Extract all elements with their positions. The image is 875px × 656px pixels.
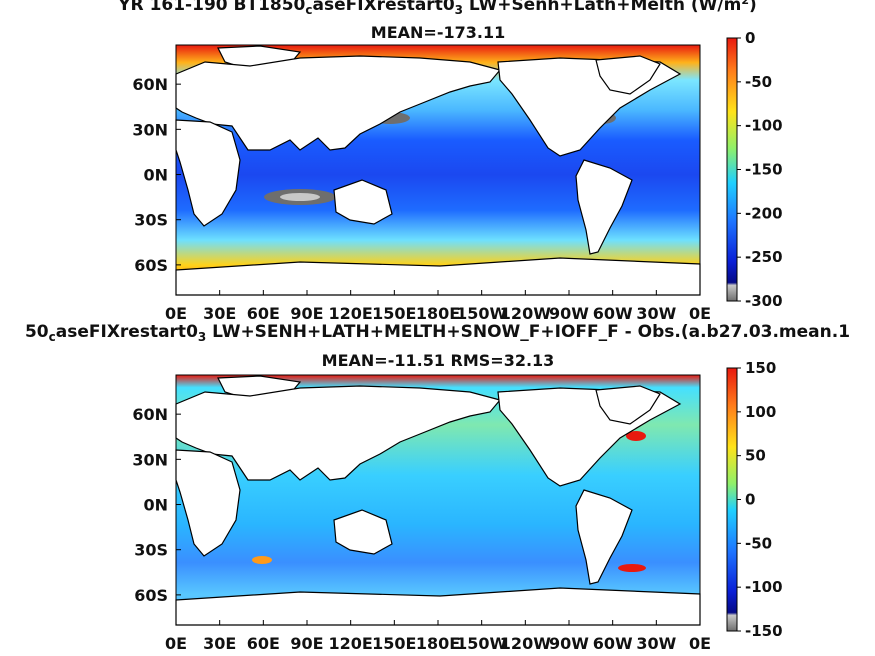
panel2-colorbar-bar xyxy=(726,367,738,632)
ytick-label: 30S xyxy=(134,211,168,230)
colorbar-label: 50 xyxy=(745,447,766,465)
ytick-label: 60S xyxy=(134,256,168,275)
panel1-map: 60N 30N 0N 30S 60S 0E 30E 60E 90E 120E 150E 180E15… xyxy=(132,44,711,323)
panel2-indian-anomaly xyxy=(252,556,272,564)
xtick-label: 120E xyxy=(329,304,373,323)
xtick-label: 150W xyxy=(456,634,507,653)
panel2-colorbar: 150 100 50 0 -50 -100 -150 xyxy=(726,359,783,640)
panel2-gulfstream-anomaly xyxy=(626,431,646,441)
ytick-label: 30S xyxy=(134,541,168,560)
xtick-label: 120E xyxy=(329,634,373,653)
colorbar-label: -100 xyxy=(745,578,783,596)
colorbar-label: -50 xyxy=(745,534,772,552)
panel1-mean: MEAN=-173.11 xyxy=(370,23,506,42)
xtick-label: 60E xyxy=(247,304,280,323)
panel2-mean: MEAN=-11.51 RMS=32.13 xyxy=(321,351,555,370)
xtick-label: 120W xyxy=(500,634,551,653)
colorbar-label: -200 xyxy=(745,204,783,222)
xtick-label: 60W xyxy=(593,634,633,653)
xtick-label: 90W xyxy=(549,304,589,323)
xtick-label: 150E xyxy=(372,304,416,323)
xtick-label: 30E xyxy=(203,304,236,323)
xtick-label: 150W xyxy=(456,304,507,323)
xtick-label: 0E xyxy=(165,304,187,323)
ytick-label: 30N xyxy=(132,450,168,469)
panel1-colorbar: 0 -50 -100 -150 -200 -250 -300 xyxy=(726,29,783,310)
xtick-label: 30W xyxy=(636,304,676,323)
xtick-label: 0E xyxy=(165,634,187,653)
xtick-label: 120W xyxy=(500,304,551,323)
colorbar-label: -100 xyxy=(745,117,783,135)
xtick-label: 150E xyxy=(372,634,416,653)
xtick-label: 30E xyxy=(203,634,236,653)
xtick-label: 180E xyxy=(416,634,460,653)
ytick-label: 60N xyxy=(132,405,168,424)
ytick-label: 60S xyxy=(134,586,168,605)
xtick-label: 30W xyxy=(636,634,676,653)
panel2-title: 50caseFIXrestart03 LW+SENH+LATH+MELTH+SN… xyxy=(24,322,851,344)
colorbar-label: 100 xyxy=(745,403,776,421)
ytick-label: 30N xyxy=(132,120,168,139)
panel1-title: YR 161-190 BT1850caseFIXrestart03 LW+Sen… xyxy=(118,0,757,17)
colorbar-label: -300 xyxy=(745,292,783,310)
xtick-label: 0E xyxy=(689,634,711,653)
xtick-label: 0E xyxy=(689,304,711,323)
xtick-label: 90W xyxy=(549,634,589,653)
colorbar-label: 0 xyxy=(745,491,755,509)
colorbar-label: 0 xyxy=(745,29,755,47)
panel2-south-atlantic-anomaly xyxy=(618,564,646,572)
xtick-label: 60W xyxy=(593,304,633,323)
colorbar-label: 150 xyxy=(745,359,776,377)
xtick-label: 90E xyxy=(290,304,323,323)
panel1-colorbar-bar xyxy=(726,37,738,302)
panel1-indian-minimum-core xyxy=(280,193,320,201)
ytick-label: 0N xyxy=(143,496,168,515)
ytick-label: 0N xyxy=(143,166,168,185)
xtick-label: 180E xyxy=(416,304,460,323)
colorbar-label: -150 xyxy=(745,161,783,179)
colorbar-label: -250 xyxy=(745,248,783,266)
ytick-label: 60N xyxy=(132,75,168,94)
xtick-label: 90E xyxy=(290,634,323,653)
xtick-label: 60E xyxy=(247,634,280,653)
panel2-map: 60N 30N 0N 30S 60S 0E 30E 60E 90E 120E 150E 180E15… xyxy=(132,374,711,653)
colorbar-label: -150 xyxy=(745,622,783,640)
colorbar-label: -50 xyxy=(745,73,772,91)
